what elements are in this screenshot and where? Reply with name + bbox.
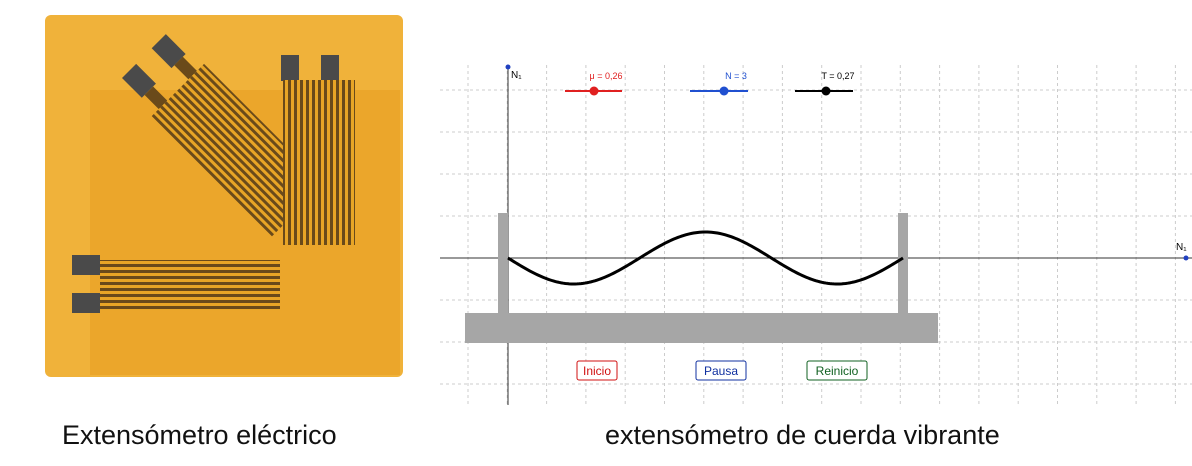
- post: [498, 213, 508, 318]
- caption: Extensómetro eléctrico: [62, 420, 337, 451]
- y-axis-label: N₁: [511, 70, 522, 81]
- post: [898, 213, 908, 318]
- figure-graphics: N₁ N₁ μ = 0,26 N = 3 T = 0,27 Inicio Pausa Re…: [0, 0, 1192, 466]
- button[interactable]: Reinicio: [807, 361, 867, 380]
- x-axis-label: N₁: [1176, 242, 1187, 253]
- slider-label: N = 3: [725, 71, 747, 81]
- applet: N₁ N₁ μ = 0,26 N = 3 T = 0,27 Inicio Pausa Re…: [440, 65, 1192, 406]
- button[interactable]: Inicio: [577, 361, 617, 380]
- slider-handle[interactable]: [720, 87, 729, 96]
- figure: N₁ N₁ μ = 0,26 N = 3 T = 0,27 Inicio Pausa Re…: [0, 0, 1192, 466]
- slider-handle[interactable]: [590, 87, 599, 96]
- button-label: Pausa: [704, 364, 738, 378]
- strain-gauge-photo: [45, 15, 403, 377]
- caption: extensómetro de cuerda vibrante: [605, 420, 1000, 451]
- button[interactable]: Pausa: [696, 361, 746, 380]
- button-label: Inicio: [583, 364, 611, 378]
- base: [465, 313, 938, 343]
- slider-handle[interactable]: [822, 87, 831, 96]
- button-label: Reinicio: [816, 364, 859, 378]
- slider-label: T = 0,27: [821, 71, 854, 81]
- slider-label: μ = 0,26: [590, 71, 623, 81]
